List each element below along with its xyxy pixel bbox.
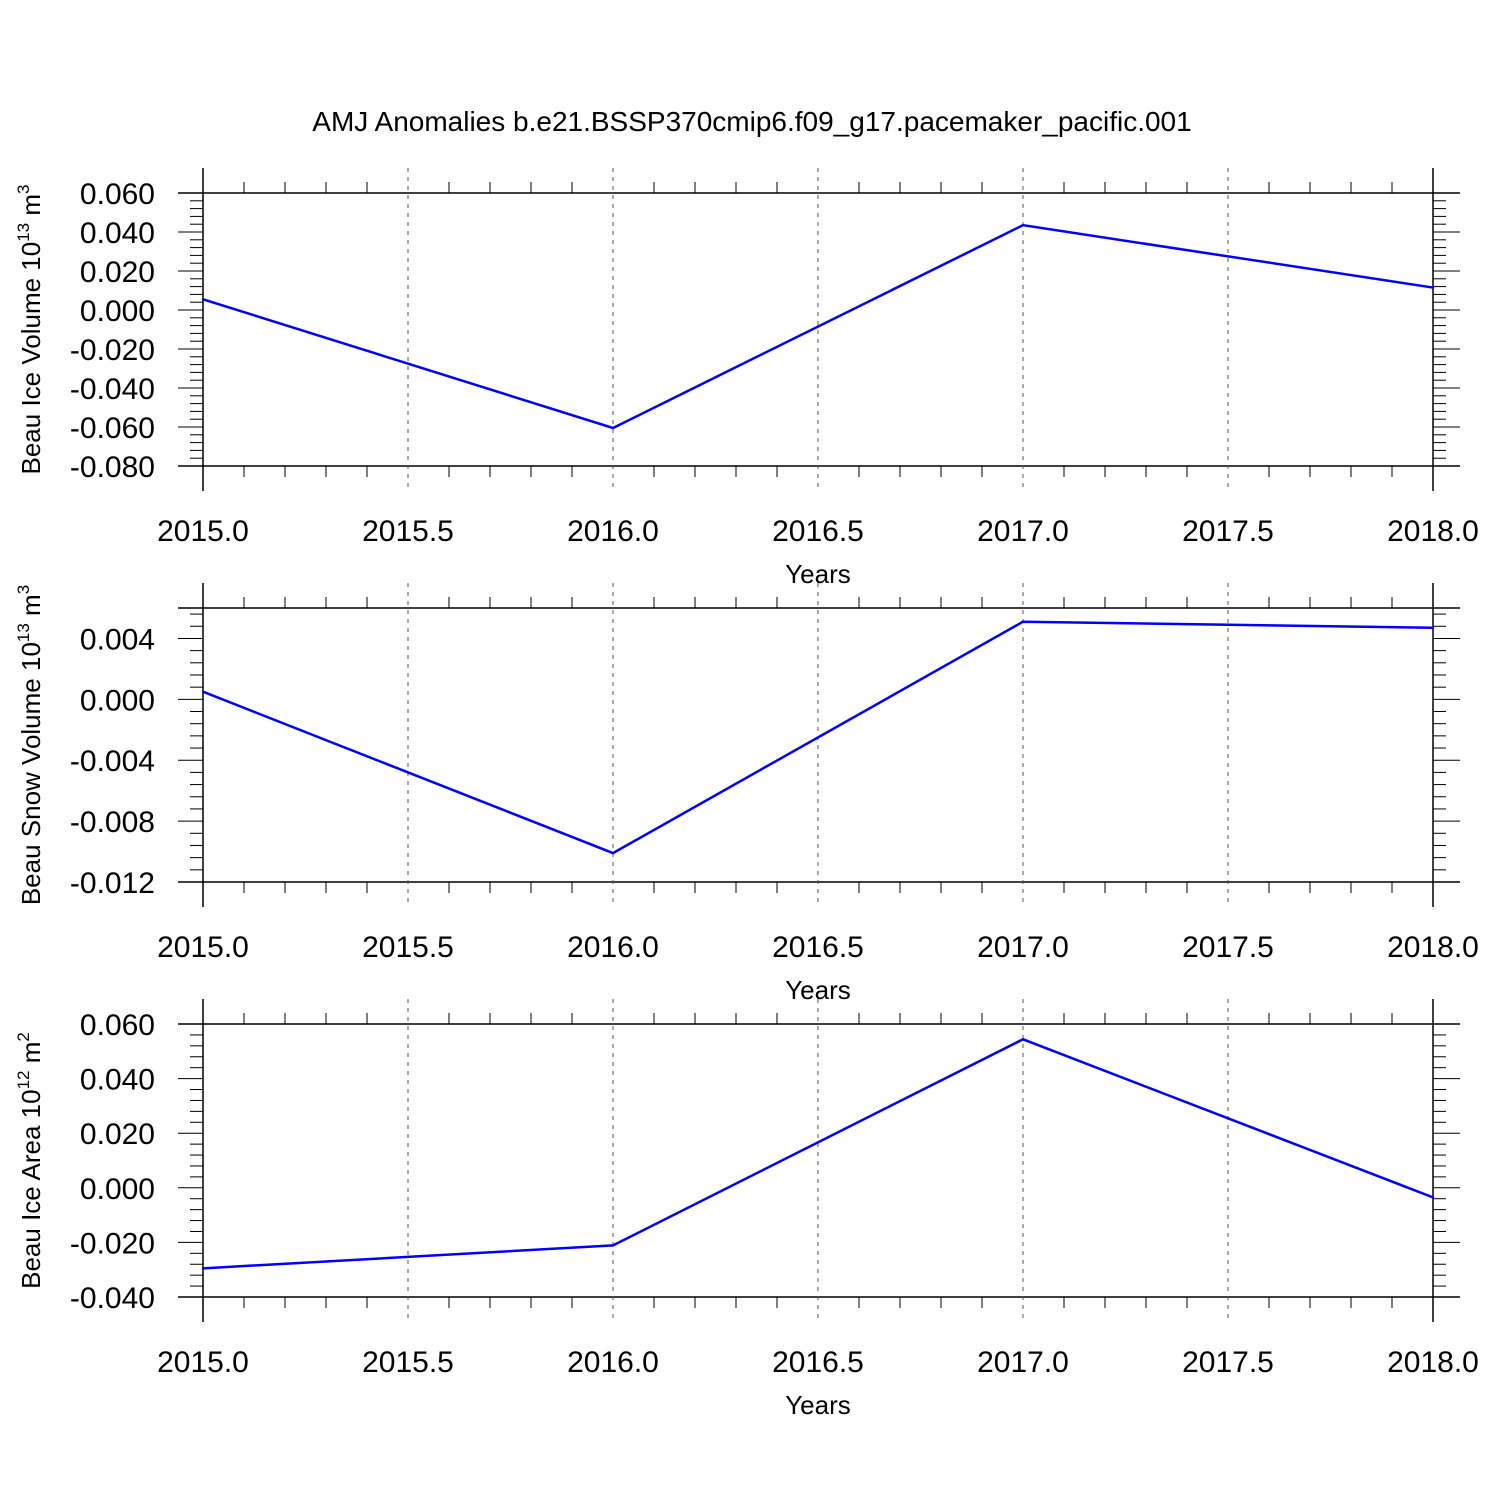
x-tick-label: 2018.0 <box>1387 1346 1479 1379</box>
data-point <box>1021 1038 1025 1041</box>
data-point <box>1021 620 1025 623</box>
x-tick-label: 2015.0 <box>157 931 249 964</box>
x-tick-label: 2015.5 <box>362 1346 454 1379</box>
y-tick-label: -0.040 <box>70 1282 155 1315</box>
data-point <box>1021 223 1025 227</box>
x-tick-label: 2015.0 <box>157 1346 249 1379</box>
chart-panel-2: 2015.0 2015.5 2016.0 2016.5 2017.0 2017.5 2018… <box>14 583 1479 1005</box>
chart-panel-1: 2015.0 2015.5 2016.0 2016.5 2017.0 2017.5 2018… <box>14 168 1479 589</box>
x-tick-label: 2017.5 <box>1182 931 1274 964</box>
y-tick-label: 0.020 <box>80 1118 155 1151</box>
y-tick-label: -0.008 <box>70 806 155 839</box>
x-tick-label: 2018.0 <box>1387 931 1479 964</box>
data-point <box>611 426 615 430</box>
x-tick-label: 2016.0 <box>567 515 659 548</box>
y-tick-label: 0.004 <box>80 623 155 656</box>
y-tick-label: 0.060 <box>80 178 155 211</box>
data-point <box>1431 1196 1435 1199</box>
y-tick-label: 0.040 <box>80 217 155 250</box>
x-tick-label: 2016.5 <box>772 1346 864 1379</box>
y-tick-label: -0.040 <box>70 373 155 406</box>
data-point <box>201 298 205 301</box>
y-axis-label: Beau Ice Area 1012 m2 <box>14 1032 46 1289</box>
x-axis-label: Years <box>785 1390 851 1420</box>
x-tick-label: 2015.0 <box>157 515 249 548</box>
x-tick-label: 2017.0 <box>977 931 1069 964</box>
x-tick-label: 2016.0 <box>567 931 659 964</box>
data-point <box>1431 626 1435 629</box>
y-tick-label: -0.020 <box>70 334 155 367</box>
data-point <box>201 1267 205 1270</box>
y-tick-label: 0.000 <box>80 295 155 328</box>
chart-title: AMJ Anomalies b.e21.BSSP370cmip6.f09_g17… <box>312 106 1191 137</box>
x-tick-label: 2015.5 <box>362 931 454 964</box>
series-line-1 <box>202 223 1434 430</box>
y-axis-label: Beau Ice Volume 1013 m3 <box>14 185 46 475</box>
x-tick-label: 2017.5 <box>1182 515 1274 548</box>
y-axis-label: Beau Snow Volume 1013 m3 <box>14 585 46 905</box>
data-point <box>611 851 615 855</box>
y-tick-label: 0.060 <box>80 1009 155 1042</box>
data-point <box>1431 286 1435 289</box>
y-tick-label: 0.040 <box>80 1064 155 1097</box>
y-tick-label: 0.020 <box>80 256 155 289</box>
x-tick-label: 2017.5 <box>1182 1346 1274 1379</box>
x-tick-label: 2018.0 <box>1387 515 1479 548</box>
chart-panel-3: 2015.0 2015.5 2016.0 2016.5 2017.0 2017.5 2018… <box>14 999 1479 1420</box>
data-point <box>611 1244 615 1247</box>
series-line-1 <box>202 1037 1434 1270</box>
data-point <box>201 690 205 693</box>
x-tick-label: 2017.0 <box>977 515 1069 548</box>
y-tick-label: 0.000 <box>80 1173 155 1206</box>
x-tick-label: 2016.5 <box>772 515 864 548</box>
y-tick-label: -0.012 <box>70 867 155 900</box>
x-tick-label: 2017.0 <box>977 1346 1069 1379</box>
series-line-1 <box>202 620 1434 855</box>
x-tick-label: 2016.0 <box>567 1346 659 1379</box>
x-tick-label: 2016.5 <box>772 931 864 964</box>
y-tick-label: -0.080 <box>70 451 155 484</box>
x-tick-label: 2015.5 <box>362 515 454 548</box>
y-tick-label: -0.060 <box>70 412 155 445</box>
y-tick-label: 0.000 <box>80 684 155 717</box>
y-tick-label: -0.004 <box>70 745 155 778</box>
y-tick-label: -0.020 <box>70 1227 155 1260</box>
